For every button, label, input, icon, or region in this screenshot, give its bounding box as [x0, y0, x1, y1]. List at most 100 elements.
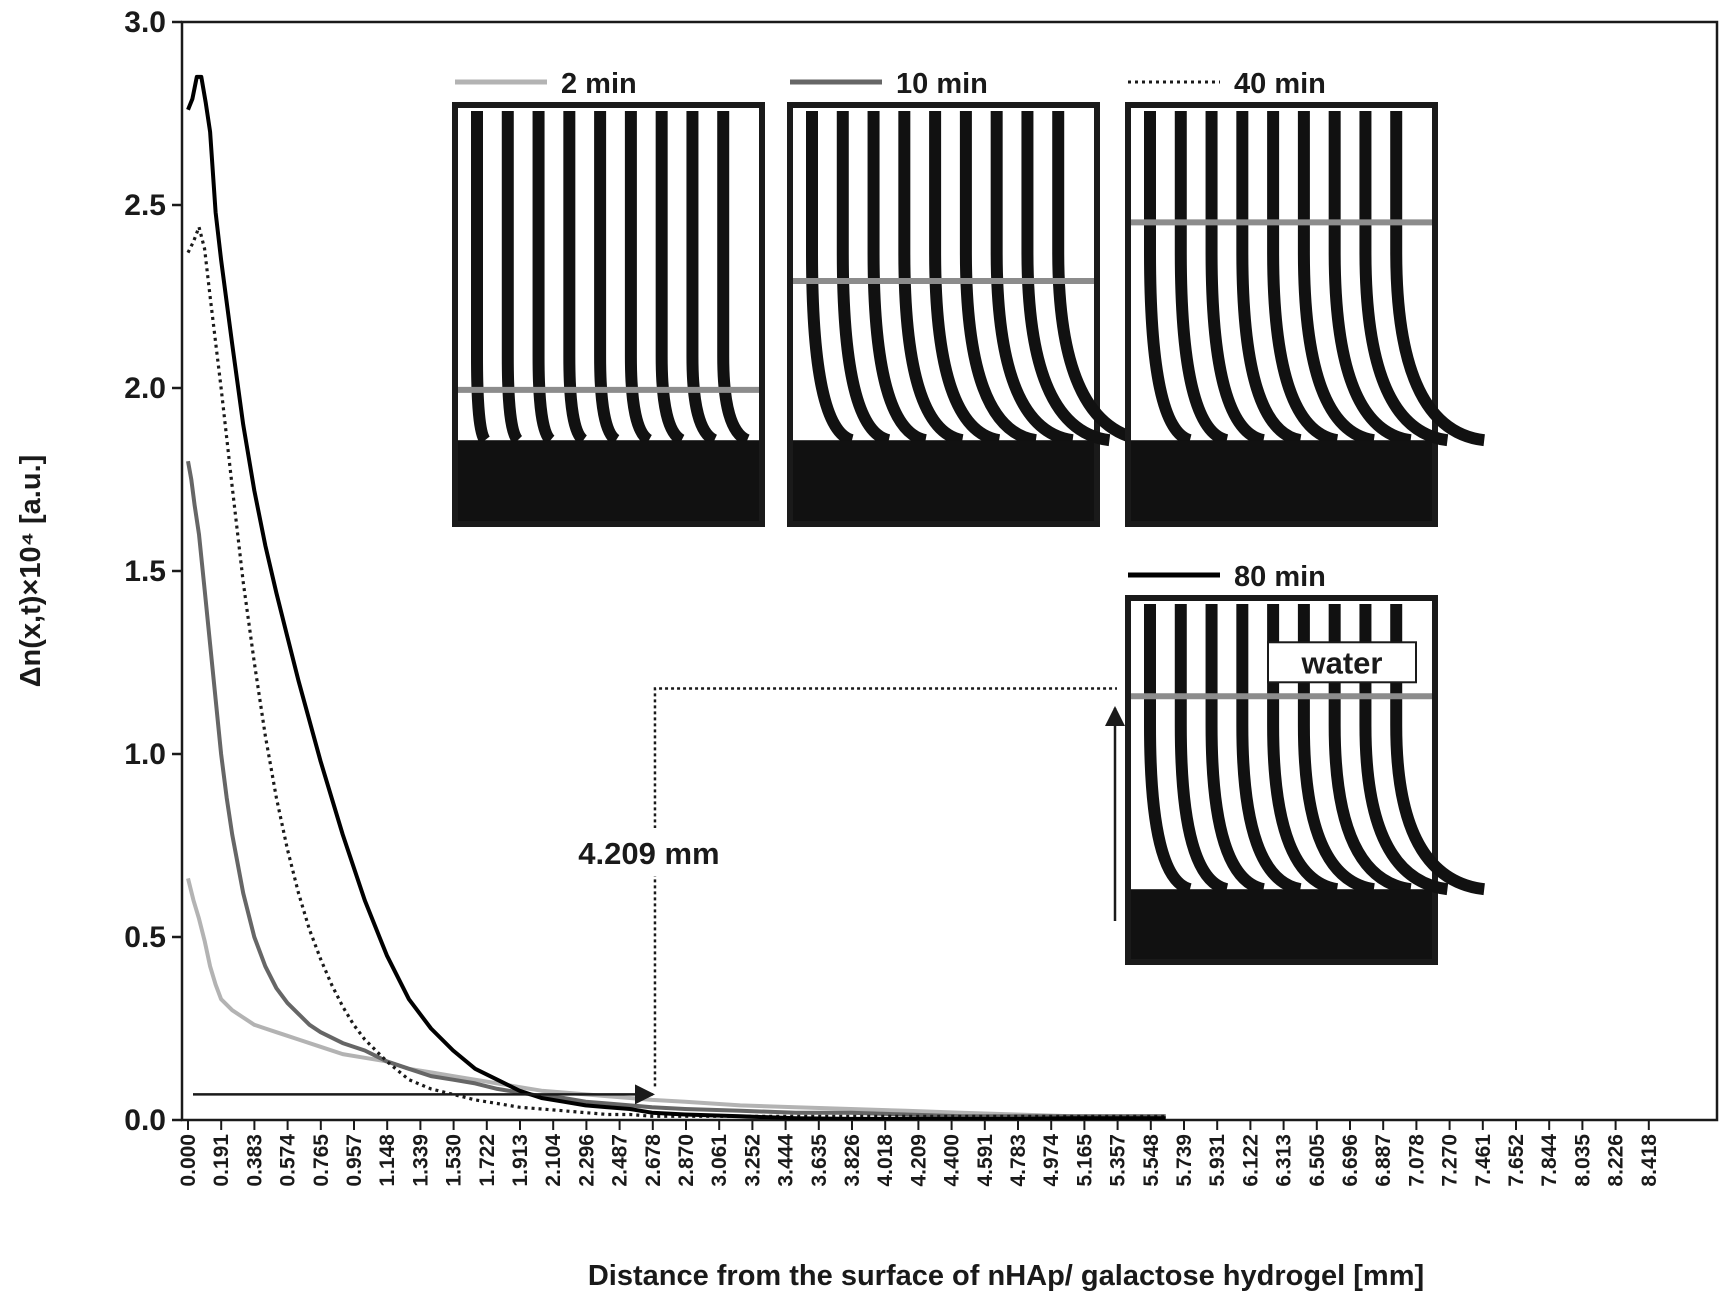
x-tick-label: 0.957: [343, 1134, 366, 1187]
x-tick-label: 5.739: [1173, 1134, 1196, 1187]
inset-fringe: [1267, 111, 1339, 447]
inset-fringe: [686, 111, 718, 446]
annotations: 4.209 mm: [193, 687, 1125, 1105]
x-tick-label: 3.444: [775, 1134, 798, 1187]
inset-fringe: [655, 111, 686, 446]
inset-fringe: [1328, 111, 1412, 447]
x-axis: 0.000 0.191 0.383 0.574 0.765 0.957 1.148 1.339…: [177, 1120, 1661, 1187]
inset-fringe: [1328, 604, 1412, 896]
y-tick-label: 0.5: [124, 921, 166, 954]
inset-panel: 2 min: [452, 68, 765, 527]
x-tick-label: 2.104: [542, 1134, 565, 1187]
inset-fringe: [867, 111, 928, 447]
series-line-10-min: [186, 460, 1166, 1119]
x-tick-label: 1.530: [443, 1134, 466, 1187]
x-tick-label: 1.913: [509, 1134, 532, 1187]
x-tick-label: 1.148: [376, 1134, 399, 1187]
y-tick-label: 2.5: [124, 189, 166, 222]
x-tick-label: 6.696: [1339, 1134, 1362, 1187]
x-tick-label: 1.722: [476, 1134, 499, 1187]
x-tick-label: 3.061: [708, 1134, 731, 1187]
inset-fringe: [1297, 111, 1376, 447]
x-tick-label: 2.296: [575, 1134, 598, 1187]
x-tick-label: 4.400: [941, 1134, 964, 1187]
x-tick-label: 5.931: [1206, 1134, 1229, 1187]
series-line-40-min: [186, 225, 1166, 1118]
x-tick-label: 3.826: [841, 1134, 864, 1187]
x-tick-label: 0.765: [310, 1134, 333, 1187]
x-tick-label: 8.226: [1605, 1134, 1628, 1187]
x-tick-label: 4.783: [1007, 1134, 1030, 1187]
inset-fringe: [471, 111, 491, 444]
inset-fringe: [836, 111, 891, 447]
inset-fringe: [1144, 111, 1193, 447]
inset-fringe: [1052, 111, 1148, 447]
inset-panel: 40 min: [1125, 68, 1486, 527]
y-tick-label: 2.0: [124, 372, 166, 405]
x-tick-label: 4.974: [1040, 1134, 1063, 1187]
inset-fringe: [1359, 604, 1449, 896]
x-tick-label: 6.887: [1372, 1134, 1395, 1187]
x-tick-label: 5.165: [1073, 1134, 1096, 1187]
inset-fringe: [594, 111, 621, 446]
inset-fringe: [1390, 111, 1486, 447]
series-lines: [186, 74, 1166, 1120]
x-tick-label: 1.339: [409, 1134, 432, 1187]
x-tick-label: 2.678: [642, 1134, 665, 1187]
water-tag-box: [1267, 641, 1417, 684]
x-tick-label: 0.000: [177, 1134, 200, 1187]
x-tick-label: 4.591: [974, 1134, 997, 1187]
x-tick-label: 6.122: [1239, 1134, 1262, 1187]
y-tick-label: 3.0: [124, 6, 166, 39]
x-tick-label: 4.209: [907, 1134, 930, 1187]
x-tick-label: 0.383: [243, 1134, 266, 1187]
inset-images: 2 min 10 min 40 min 80 min water: [452, 68, 1486, 965]
inset-fringe: [990, 111, 1074, 447]
x-tick-label: 7.078: [1405, 1134, 1428, 1187]
series-line-80-min: [186, 74, 1166, 1120]
inset-fringe: [959, 111, 1038, 447]
inset-fringe: [1174, 111, 1229, 447]
x-tick-label: 7.652: [1505, 1134, 1528, 1187]
inset-fringe: [806, 111, 855, 447]
inset-gel-region: [458, 440, 759, 521]
x-tick-label: 6.505: [1306, 1134, 1329, 1187]
y-axis: 0.0 0.5 1.0 1.5 2.0 2.5 3.0: [124, 6, 182, 1137]
inset-fringe: [929, 111, 1001, 447]
x-tick-label: 8.035: [1571, 1134, 1594, 1187]
inset-fringe: [1390, 604, 1486, 896]
inset-fringe: [1236, 111, 1302, 447]
x-tick-label: 7.461: [1472, 1134, 1495, 1187]
inset-legend-label: 10 min: [896, 68, 988, 100]
annotation-label-bg: [544, 828, 765, 876]
inset-fringe: [1359, 111, 1449, 447]
inset-fringe: [1174, 604, 1229, 896]
inset-fringe: [1205, 604, 1266, 896]
inset-fringe: [1144, 604, 1193, 896]
x-axis-label: Distance from the surface of nHAp/ galac…: [588, 1260, 1424, 1292]
inset-fringe: [898, 111, 964, 447]
inset-fringe: [532, 111, 556, 445]
y-axis-label: Δn(x,t)×10⁴ [a.u.]: [15, 455, 47, 688]
inset-fringe: [1021, 111, 1111, 447]
inset-fringe: [501, 111, 523, 445]
inset-panel: 10 min: [787, 68, 1148, 527]
y-tick-label: 0.0: [124, 1104, 166, 1137]
inset-legend-label: 40 min: [1234, 68, 1326, 100]
inset-fringe: [1267, 604, 1339, 896]
inset-legend-label: 2 min: [561, 68, 637, 100]
x-tick-label: 7.844: [1538, 1134, 1561, 1187]
x-tick-label: 2.487: [609, 1134, 632, 1187]
x-tick-label: 6.313: [1273, 1134, 1296, 1187]
x-tick-label: 8.418: [1638, 1134, 1661, 1187]
inset-panel: 80 min water: [1125, 561, 1486, 965]
annotation-distance-label: 4.209 mm: [578, 836, 719, 871]
inset-gel-region: [793, 440, 1094, 521]
inset-gel-region: [1131, 889, 1432, 959]
inset-fringe: [624, 111, 653, 446]
x-tick-label: 4.018: [874, 1134, 897, 1187]
inset-fringe: [1205, 111, 1266, 447]
x-tick-label: 2.870: [675, 1134, 698, 1187]
dotted-lead-line: [653, 687, 1117, 1087]
